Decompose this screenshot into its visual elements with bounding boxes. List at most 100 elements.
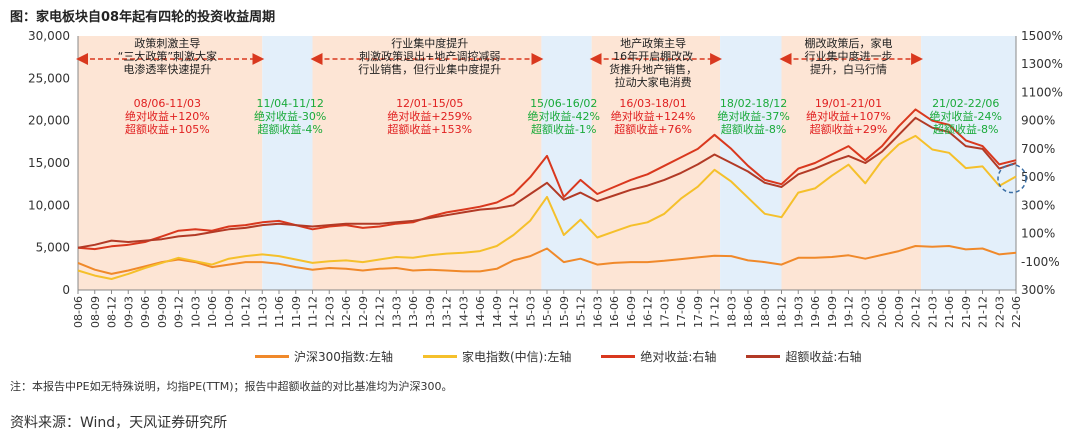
series-line-1 bbox=[77, 245, 1017, 275]
y-left-tick-label: 0 bbox=[62, 283, 70, 297]
x-tick-label: 11-09 bbox=[290, 296, 303, 328]
x-tick-label: 13-03 bbox=[390, 296, 403, 328]
shaded-region-2 bbox=[262, 36, 313, 290]
annotation-9: 18/02-18/12 绝对收益-37%超额收益-8% bbox=[717, 97, 789, 136]
x-tick-label: 12-03 bbox=[323, 296, 336, 328]
annotations: 政策刺激主导“三大政策”刺激大家电渗透率快速提升 08/06-11/03 绝对收益+… bbox=[118, 36, 1002, 136]
x-tick-label: 18-09 bbox=[759, 296, 772, 328]
annotation-7: 地产政策主导 16年开启棚改改货推升地产销售，拉动大家电消费 bbox=[609, 36, 697, 89]
x-tick-label: 21-09 bbox=[960, 296, 973, 328]
x-tick-label: 15-09 bbox=[558, 296, 571, 328]
x-tick-label: 19-09 bbox=[826, 296, 839, 328]
x-tick-label: 18-12 bbox=[776, 296, 789, 328]
x-tick-label: 16-12 bbox=[642, 296, 655, 328]
legend-swatch bbox=[255, 355, 289, 358]
footnote: 注：本报告中PE如无特殊说明，均指PE(TTM)；报告中超额收益的对比基准均为沪… bbox=[10, 380, 453, 393]
x-tick-label: 20-12 bbox=[910, 296, 923, 328]
y-right-tick-label: 900% bbox=[1021, 114, 1055, 128]
legend-label: 绝对收益:右轴 bbox=[640, 350, 717, 364]
x-tick-label: 14-03 bbox=[457, 296, 470, 328]
x-tick-label: 21-12 bbox=[977, 296, 990, 328]
shaded-region-3 bbox=[312, 36, 542, 290]
x-tick-label: 20-09 bbox=[893, 296, 906, 328]
annotation-12: 21/02-22/06 绝对收益-24%超额收益-8% bbox=[930, 97, 1002, 136]
x-tick-label: 18-06 bbox=[742, 296, 755, 328]
legend-item-3: 绝对收益:右轴 bbox=[601, 348, 716, 365]
x-tick-label: 13-09 bbox=[424, 296, 437, 328]
x-tick-label: 20-03 bbox=[859, 296, 872, 328]
x-tick-label: 09-06 bbox=[139, 296, 152, 328]
annotation-4: 行业集中度提升刺激政策退出+地产调控减弱行业销售，但行业集中度提升 bbox=[358, 36, 501, 76]
x-tick-label: 21-06 bbox=[943, 296, 956, 328]
y-left-tick-label: 15,000 bbox=[28, 156, 70, 170]
x-tick-label: 14-09 bbox=[491, 296, 504, 328]
legend-swatch bbox=[746, 355, 781, 358]
x-tick-label: 13-12 bbox=[441, 296, 454, 328]
annotation-6: 15/06-16/02 绝对收益-42%超额收益-1% bbox=[528, 97, 600, 136]
annotation-8: 16/03-18/01 绝对收益+124%超额收益+76% bbox=[611, 97, 696, 136]
series-line-4 bbox=[77, 116, 1017, 249]
x-tick-label: 17-12 bbox=[709, 296, 722, 328]
x-tick-label: 20-06 bbox=[876, 296, 889, 328]
x-tick-label: 10-12 bbox=[240, 296, 253, 328]
x-tick-label: 09-03 bbox=[122, 296, 135, 328]
x-tick-label: 18-03 bbox=[725, 296, 738, 328]
x-tick-label: 16-09 bbox=[625, 296, 638, 328]
x-tick-label: 13-06 bbox=[407, 296, 420, 328]
x-tick-label: 16-06 bbox=[608, 296, 621, 328]
x-tick-label: 12-09 bbox=[357, 296, 370, 328]
annotation-1: 政策刺激主导“三大政策”刺激大家电渗透率快速提升 bbox=[118, 36, 217, 76]
legend-label: 超额收益:右轴 bbox=[785, 350, 862, 364]
legend-swatch bbox=[601, 355, 636, 358]
x-tick-label: 10-03 bbox=[189, 296, 202, 328]
x-tick-label: 10-06 bbox=[206, 296, 219, 328]
y-right-tick-label: 1500% bbox=[1021, 29, 1063, 43]
x-tick-label: 12-12 bbox=[374, 296, 387, 328]
x-tick-label: 17-03 bbox=[658, 296, 671, 328]
y-left-tick-label: 20,000 bbox=[28, 114, 70, 128]
y-left-tick-label: 5,000 bbox=[36, 241, 70, 255]
annotation-2: 08/06-11/03 绝对收益+120%超额收益+105% bbox=[125, 97, 210, 136]
x-tick-label: 08-12 bbox=[106, 296, 119, 328]
highlight-circle-mark bbox=[997, 163, 1027, 194]
shaded-region-7 bbox=[781, 36, 922, 290]
x-tick-label: 19-12 bbox=[843, 296, 856, 328]
x-tick-label: 15-06 bbox=[541, 296, 554, 328]
x-tick-label: 19-06 bbox=[809, 296, 822, 328]
legend-item-2: 家电指数(中信):左轴 bbox=[422, 348, 571, 365]
x-tick-label: 10-09 bbox=[223, 296, 236, 328]
series-line-3 bbox=[77, 108, 1017, 251]
y-right-tick-label: 300% bbox=[1021, 198, 1055, 212]
y-right-tick-label: 1300% bbox=[1021, 57, 1063, 71]
legend-swatch bbox=[422, 355, 457, 358]
y-right-tick-label: 100% bbox=[1021, 227, 1055, 241]
annotation-11: 19/01-21/01 绝对收益+107%超额收益+29% bbox=[806, 97, 891, 136]
x-tick-label: 14-06 bbox=[474, 296, 487, 328]
y-right-tick-label: 1100% bbox=[1021, 85, 1063, 99]
x-tick-label: 22-06 bbox=[1010, 296, 1023, 328]
legend-item-4: 超额收益:右轴 bbox=[746, 348, 861, 365]
x-tick-label: 12-06 bbox=[340, 296, 353, 328]
series-line-2 bbox=[77, 134, 1017, 280]
y-left-tick-label: 25,000 bbox=[28, 71, 70, 85]
x-tick-label: 19-03 bbox=[792, 296, 805, 328]
annotation-10: 棚改政策后，家电行业集中度进一步提升，白马行情 bbox=[805, 36, 893, 76]
x-tick-label: 15-03 bbox=[524, 296, 537, 328]
y-right-tick-label: 700% bbox=[1021, 142, 1055, 156]
legend: 沪深300指数:左轴 家电指数(中信):左轴 绝对收益:右轴 超额收益:右轴 bbox=[255, 348, 861, 365]
line-chart: 0 5,000 10,000 15,000 20,000 25,000 30,000 300%… bbox=[28, 29, 1063, 328]
legend-item-1: 沪深300指数:左轴 bbox=[255, 348, 393, 365]
y-left-tick-label: 30,000 bbox=[28, 29, 70, 43]
y-right-tick-label: -100% bbox=[1021, 255, 1060, 269]
x-tick-label: 16-03 bbox=[591, 296, 604, 328]
x-tick-label: 21-03 bbox=[926, 296, 939, 328]
annotation-3: 11/04-11/12 绝对收益-30%超额收益-4% bbox=[254, 97, 326, 136]
y-right-tick-label: 500% bbox=[1021, 170, 1055, 184]
x-tick-label: 15-12 bbox=[575, 296, 588, 328]
x-tick-label: 09-09 bbox=[156, 296, 169, 328]
legend-label: 沪深300指数:左轴 bbox=[294, 350, 393, 364]
source-line: 资料来源：Wind，天风证券研究所 bbox=[10, 415, 228, 431]
figure-title: 图：家电板块自08年起有四轮的投资收益周期 bbox=[10, 10, 276, 25]
x-tick-label: 08-06 bbox=[72, 296, 85, 328]
annotation-5: 12/01-15/05 绝对收益+259%超额收益+153% bbox=[387, 97, 472, 136]
